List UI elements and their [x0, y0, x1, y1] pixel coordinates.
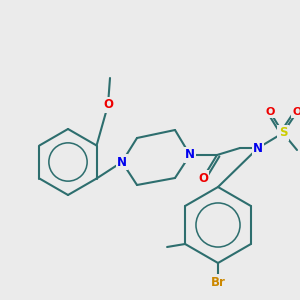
Text: O: O: [265, 107, 275, 117]
Text: Br: Br: [211, 275, 225, 289]
Text: O: O: [198, 172, 208, 184]
Text: N: N: [185, 148, 195, 161]
Text: O: O: [292, 107, 300, 117]
Text: N: N: [117, 155, 127, 169]
Text: O: O: [103, 98, 113, 112]
Text: N: N: [253, 142, 263, 154]
Text: S: S: [279, 127, 287, 140]
